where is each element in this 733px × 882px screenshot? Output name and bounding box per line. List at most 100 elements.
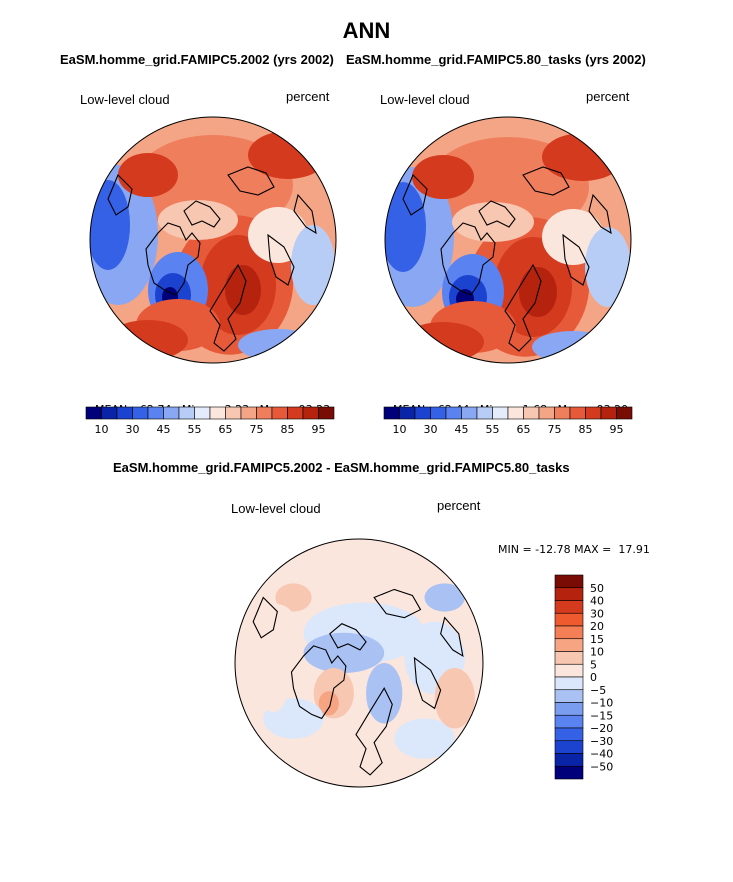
map-field	[90, 117, 336, 363]
colorbar-swatch	[523, 406, 540, 420]
colorbar-swatch	[430, 406, 447, 420]
colorbar-tick-label: −5	[590, 684, 606, 697]
colorbar-tick-label: 15	[590, 633, 604, 646]
colorbar-tick-label: 65	[219, 423, 233, 436]
colorbar-swatch	[287, 406, 304, 420]
coastline	[267, 233, 295, 286]
colorbar-swatch	[554, 753, 584, 767]
colorbar-swatch	[554, 702, 584, 716]
colorbar-swatch	[85, 406, 102, 420]
coastline	[522, 166, 570, 196]
map-field	[385, 117, 631, 363]
field-contour	[303, 632, 385, 674]
colorbar-tick-label: 55	[188, 423, 202, 436]
field-contour	[259, 664, 288, 713]
colorbar-tick-label: −15	[590, 709, 613, 722]
coastline	[290, 645, 347, 720]
colorbar-tick-label: 10	[95, 423, 109, 436]
field-contour	[585, 227, 631, 307]
colorbar-swatch	[554, 676, 584, 691]
colorbar-swatch	[554, 625, 584, 640]
colorbar-swatch	[585, 406, 602, 420]
field-contour	[434, 668, 475, 729]
panel1-units-label: percent	[286, 89, 330, 104]
coastline	[227, 166, 275, 196]
diff-variable-label: Low-level cloud	[231, 501, 321, 516]
colorbar-swatch	[616, 406, 633, 420]
colorbar-tick-label: 75	[548, 423, 562, 436]
colorbar-tick-label: 30	[424, 423, 438, 436]
colorbar-tick-label: 85	[579, 423, 593, 436]
field-contour	[424, 583, 465, 612]
colorbar-swatch	[554, 574, 584, 589]
colorbar-swatch	[383, 406, 400, 420]
colorbar-tick-label: 95	[610, 423, 624, 436]
page-title: ANN	[342, 18, 391, 43]
field-contour	[118, 153, 178, 197]
field-contour	[385, 182, 426, 272]
field-contour	[158, 200, 238, 240]
colorbar-swatch	[538, 406, 555, 420]
field-contour	[253, 603, 294, 632]
colorbar-tick-label: −10	[590, 697, 613, 710]
diff-minmax-label: MIN = -12.78 MAX = 17.91	[498, 543, 650, 556]
colorbar-swatch	[116, 406, 133, 420]
coastline	[107, 174, 133, 216]
panel2-subtitle: EaSM.homme_grid.FAMIPC5.80_tasks (yrs 20…	[346, 52, 646, 67]
field-contour	[402, 322, 484, 362]
colorbar-swatch	[178, 406, 195, 420]
colorbar-swatch	[101, 406, 118, 420]
colorbar-swatch	[132, 406, 149, 420]
colorbar-swatch	[554, 765, 584, 780]
field-contour	[248, 131, 328, 179]
colorbar-tick-label: 50	[590, 582, 604, 595]
colorbar-swatch	[554, 740, 584, 754]
coastline	[373, 588, 422, 619]
coastline	[402, 174, 428, 216]
field-contour	[452, 202, 534, 242]
colorbar-swatch	[163, 406, 180, 420]
colorbar-swatch	[492, 406, 509, 420]
coastline	[183, 200, 221, 228]
map-boundary	[89, 116, 337, 364]
colorbar-swatch	[414, 406, 431, 420]
colorbar-tick-label: 20	[590, 620, 604, 633]
panel1-subtitle: EaSM.homme_grid.FAMIPC5.2002 (yrs 2002)	[60, 52, 334, 67]
panel2-polar-map	[384, 116, 632, 364]
coastline	[440, 616, 464, 658]
colorbar-swatch	[569, 406, 586, 420]
coastline	[588, 193, 612, 235]
coastline	[355, 687, 393, 776]
panel2-units-label: percent	[586, 89, 630, 104]
colorbar-swatch	[554, 663, 584, 678]
field-contour	[394, 718, 455, 759]
panel2-variable-label: Low-level cloud	[380, 92, 470, 107]
colorbar-tick-label: 65	[517, 423, 531, 436]
colorbar-swatch	[302, 406, 319, 420]
colorbar-tick-label: 10	[393, 423, 407, 436]
colorbar-swatch	[271, 406, 288, 420]
colorbar-swatch	[476, 406, 493, 420]
colorbar-swatch	[554, 714, 584, 729]
coastline	[413, 656, 442, 710]
diff-units-label: percent	[437, 498, 481, 513]
colorbar-tick-label: −30	[590, 735, 613, 748]
colorbar-tick-label: −40	[590, 748, 613, 761]
coastline	[293, 193, 317, 235]
colorbar-tick-label: 30	[590, 607, 604, 620]
colorbar-swatch	[461, 406, 478, 420]
coastline	[252, 596, 278, 639]
panel1-polar-map	[89, 116, 337, 364]
colorbar-tick-label: 10	[590, 646, 604, 659]
coastline	[145, 222, 201, 296]
colorbar-swatch	[554, 651, 584, 665]
colorbar-tick-label: 95	[312, 423, 326, 436]
field-contour	[108, 320, 188, 360]
colorbar-tick-label: 45	[455, 423, 469, 436]
colorbar-tick-label: −50	[590, 760, 613, 773]
colorbar-swatch	[194, 406, 211, 420]
colorbar-swatch	[554, 612, 584, 627]
map-boundary	[384, 116, 632, 364]
colorbar-tick-label: 75	[250, 423, 264, 436]
colorbar-swatch	[554, 406, 571, 420]
